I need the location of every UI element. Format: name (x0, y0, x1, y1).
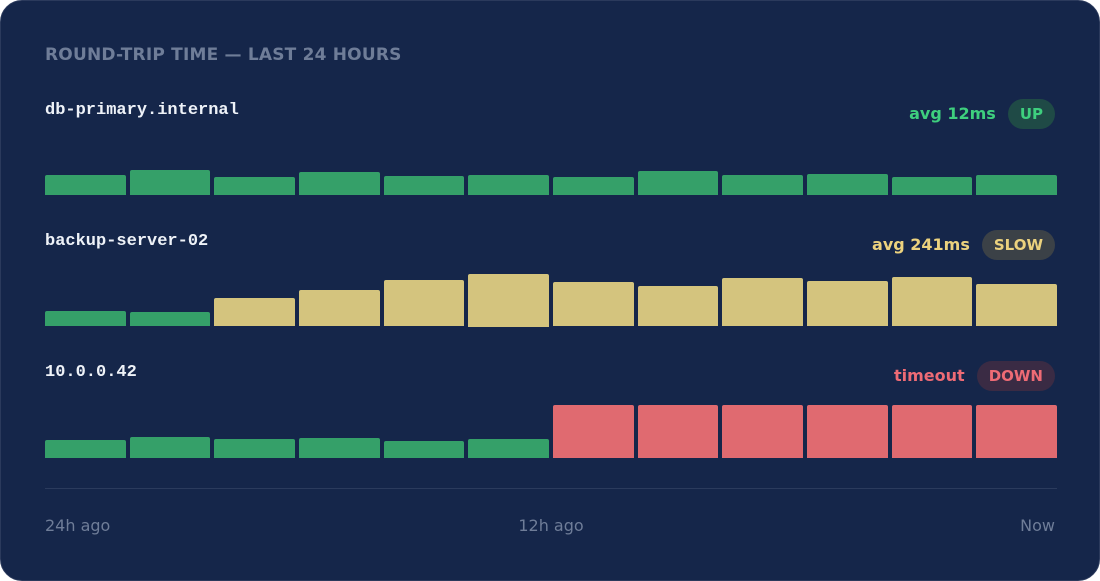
rtt-bar (129, 169, 211, 195)
rtt-bar (383, 279, 465, 327)
rtt-bar (807, 173, 888, 195)
rtt-bar (468, 273, 549, 327)
separator (45, 488, 1057, 489)
rtt-bar (214, 297, 295, 327)
rtt-bar (976, 405, 1057, 458)
rtt-bar (722, 174, 803, 195)
rtt-bar (553, 281, 634, 327)
time-label: Now (1020, 516, 1055, 535)
status-badge: DOWN (976, 361, 1055, 391)
host-name: backup-server-02 (45, 232, 209, 251)
status-badge: SLOW (981, 230, 1055, 260)
summary: avg 12ms (909, 104, 996, 123)
rtt-bar (383, 440, 465, 458)
rtt-bar (976, 283, 1057, 327)
time-label: 24h ago (45, 516, 111, 535)
rtt-bar (891, 176, 973, 195)
rtt-bar (299, 289, 380, 327)
title: ROUND-TRIP TIME — LAST 24 HOURS (45, 45, 402, 65)
rtt-bar (468, 174, 549, 195)
summary: avg 241ms (872, 235, 970, 254)
rtt-bar (299, 437, 380, 458)
rtt-bar (214, 438, 295, 458)
summary: timeout (894, 366, 965, 385)
rtt-bar (722, 405, 803, 458)
rtt-bar (129, 312, 211, 327)
rtt-bar (129, 436, 211, 458)
rtt-bar (299, 171, 380, 195)
rtt-bar (468, 438, 549, 458)
rtt-bar (637, 405, 719, 458)
rtt-bar (807, 280, 888, 327)
time-label: 12h ago (518, 516, 584, 535)
rtt-bar (45, 439, 126, 458)
rtt-bar (637, 285, 719, 327)
rtt-bar (383, 175, 465, 195)
host-name: db-primary.internal (45, 101, 239, 120)
rtt-bar (45, 311, 126, 327)
rtt-bar (45, 174, 126, 195)
rtt-bar (553, 405, 634, 458)
rtt-bar (637, 170, 719, 195)
rtt-bar (214, 176, 295, 195)
rtt-bar (807, 405, 888, 458)
rtt-bar (891, 276, 973, 327)
rtt-bar (976, 174, 1057, 195)
host-name: 10.0.0.42 (45, 363, 137, 382)
rtt-bar (891, 405, 973, 458)
rtt-bar (553, 176, 634, 195)
status-badge: UP (1007, 99, 1055, 129)
rtt-bar (722, 277, 803, 327)
